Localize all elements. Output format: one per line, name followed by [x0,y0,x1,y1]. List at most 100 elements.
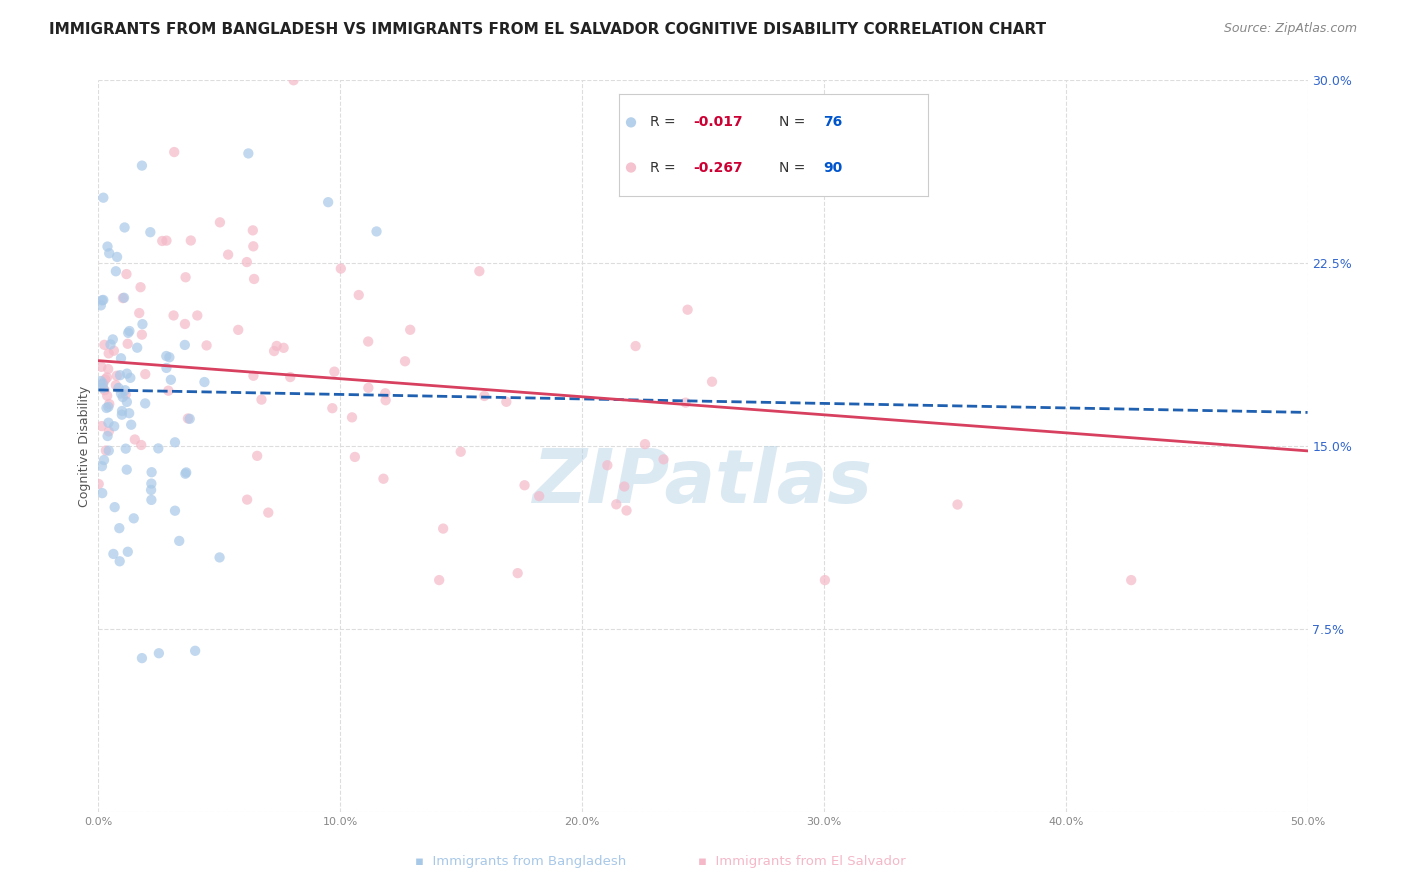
Point [596,458,619,473]
Point [157,351,180,365]
Point [208,550,231,565]
Point [616,503,638,517]
Point [432,522,454,536]
Point [120,417,142,432]
Point [174,467,197,481]
Point [131,159,153,173]
Point [94,372,117,386]
Text: -0.017: -0.017 [693,115,742,129]
Point [155,360,177,375]
Point [91,459,114,474]
Point [91,486,114,500]
Point [115,395,138,409]
Point [97,443,120,458]
Point [96,389,118,403]
Point [134,367,156,381]
Point [93,453,115,467]
Point [139,225,162,239]
Point [91,293,114,307]
Point [357,334,380,349]
Point [97,425,120,439]
Text: R =: R = [650,115,679,129]
Point [675,395,697,409]
Point [238,146,260,161]
Point [266,339,288,353]
Point [128,306,150,320]
Point [93,191,115,205]
Point [131,327,153,342]
Point [366,224,388,238]
Point [108,521,131,535]
Point [246,449,269,463]
Point [148,646,170,660]
Point [90,359,112,374]
Point [111,408,134,422]
Point [495,394,517,409]
Point [110,351,132,366]
Point [472,389,495,403]
Point [157,384,180,398]
Point [104,500,127,515]
Point [101,332,124,346]
Point [163,504,186,518]
Point [96,239,118,253]
Point [114,384,136,398]
Point [139,483,162,497]
Point [394,354,416,368]
Point [117,545,139,559]
Point [163,145,186,159]
Point [91,293,114,308]
Point [676,302,699,317]
Point [118,406,141,420]
Point [97,416,120,430]
Point [110,386,132,401]
Point [108,554,131,568]
Point [112,291,135,305]
Point [107,381,129,395]
Point [329,261,352,276]
Text: N =: N = [779,161,810,175]
Point [174,466,197,480]
Point [283,73,305,87]
Point [652,452,675,467]
Point [427,573,450,587]
Text: ▪  Immigrants from El Salvador: ▪ Immigrants from El Salvador [697,855,905,868]
Text: ZIPatlas: ZIPatlas [533,446,873,519]
Point [96,429,118,443]
Point [97,400,120,414]
Point [1121,573,1143,587]
Point [160,373,183,387]
Point [624,339,647,353]
Point [115,267,138,281]
Point [257,506,280,520]
Point [117,326,139,340]
Point [180,234,202,248]
Point [90,419,112,434]
Point [450,444,472,458]
Point [374,386,396,401]
Point [357,381,380,395]
Point [124,433,146,447]
Point [814,573,837,587]
Point [613,479,636,493]
Point [90,374,112,388]
Point [114,442,136,456]
Point [243,272,266,286]
Point [155,234,177,248]
Text: 76: 76 [823,115,842,129]
Point [111,291,134,305]
Point [620,115,643,129]
Point [195,338,218,352]
Point [179,412,201,426]
Point [104,264,127,278]
Point [217,247,239,261]
Point [131,317,153,331]
Point [108,368,131,383]
Point [100,337,122,351]
Point [278,370,301,384]
Point [605,497,627,511]
Point [129,438,152,452]
Point [273,341,295,355]
Point [263,344,285,359]
Point [946,498,969,512]
